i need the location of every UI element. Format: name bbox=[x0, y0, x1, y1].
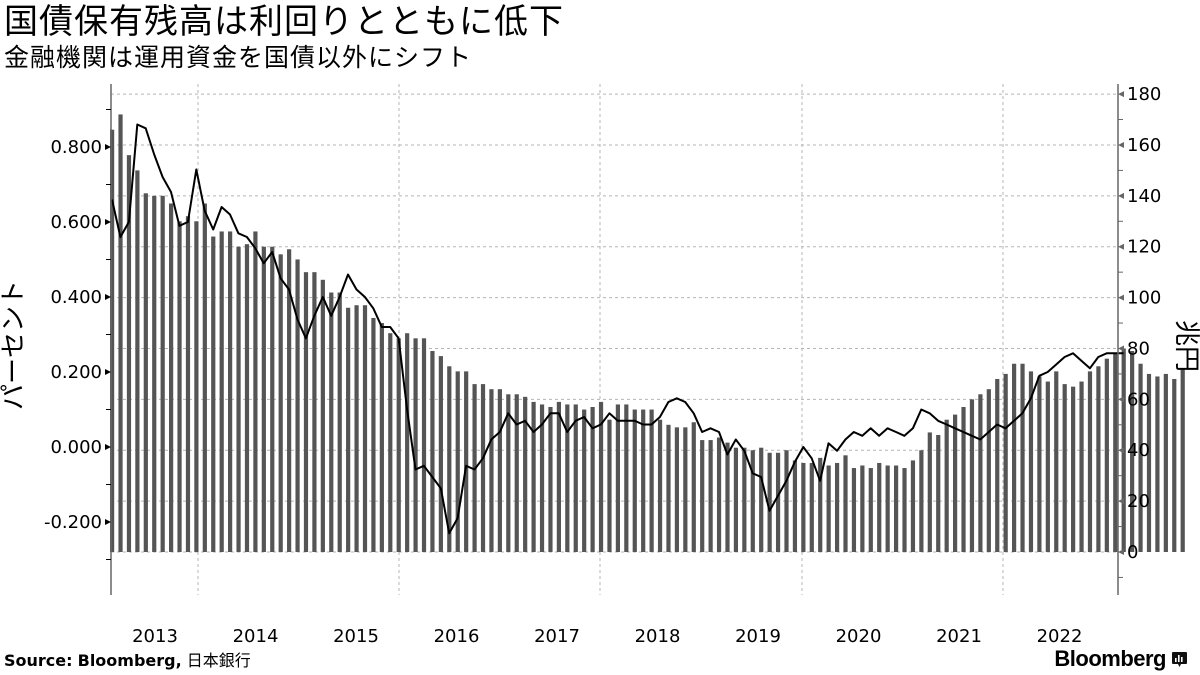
svg-text:2021: 2021 bbox=[936, 626, 982, 647]
svg-text:-0.200: -0.200 bbox=[44, 512, 102, 533]
line-series bbox=[111, 123, 1124, 535]
svg-text:0.400: 0.400 bbox=[50, 287, 102, 308]
bloomberg-logo: Bloomberg bbox=[1054, 646, 1166, 671]
axis-labels: -0.200 0.000 0.200 0.400 0.600 0.800 0 20 40 60 80… bbox=[0, 84, 1200, 647]
svg-text:0: 0 bbox=[1127, 542, 1138, 563]
svg-text:80: 80 bbox=[1127, 338, 1150, 359]
svg-text:0.000: 0.000 bbox=[50, 437, 102, 458]
left-axis-title: パーセント bbox=[0, 280, 29, 410]
right-axis-title: 兆円 bbox=[1171, 320, 1200, 372]
svg-text:180: 180 bbox=[1127, 84, 1161, 105]
svg-text:2013: 2013 bbox=[132, 626, 178, 647]
svg-text:2022: 2022 bbox=[1037, 626, 1083, 647]
svg-text:120: 120 bbox=[1127, 237, 1161, 258]
svg-text:2014: 2014 bbox=[233, 626, 279, 647]
gridlines bbox=[111, 84, 1118, 595]
bloomberg-chart-icon bbox=[1172, 652, 1187, 667]
svg-text:2019: 2019 bbox=[735, 626, 781, 647]
svg-text:140: 140 bbox=[1127, 186, 1161, 207]
source-label: Source: bbox=[4, 651, 73, 670]
svg-text:2016: 2016 bbox=[434, 626, 480, 647]
svg-text:160: 160 bbox=[1127, 135, 1161, 156]
svg-text:0.200: 0.200 bbox=[50, 362, 102, 383]
svg-text:20: 20 bbox=[1127, 491, 1150, 512]
svg-text:60: 60 bbox=[1127, 389, 1150, 410]
source-extra: 日本銀行 bbox=[186, 651, 251, 670]
svg-text:100: 100 bbox=[1127, 288, 1161, 309]
chart-subtitle: 金融機関は運用資金を国債以外にシフト bbox=[4, 43, 473, 72]
svg-text:2017: 2017 bbox=[534, 626, 580, 647]
bar-series bbox=[110, 114, 1185, 553]
source-text: Bloomberg, bbox=[77, 651, 182, 670]
chart-title: 国債保有残高は利回りとともに低下 bbox=[4, 2, 564, 42]
svg-text:0.800: 0.800 bbox=[50, 137, 102, 158]
svg-text:40: 40 bbox=[1127, 440, 1150, 461]
axes bbox=[105, 84, 1124, 595]
svg-text:0.600: 0.600 bbox=[50, 212, 102, 233]
svg-text:2015: 2015 bbox=[333, 626, 379, 647]
svg-text:2018: 2018 bbox=[635, 626, 681, 647]
source-note: Source: Bloomberg, 日本銀行 bbox=[4, 650, 251, 672]
svg-text:2020: 2020 bbox=[836, 626, 882, 647]
